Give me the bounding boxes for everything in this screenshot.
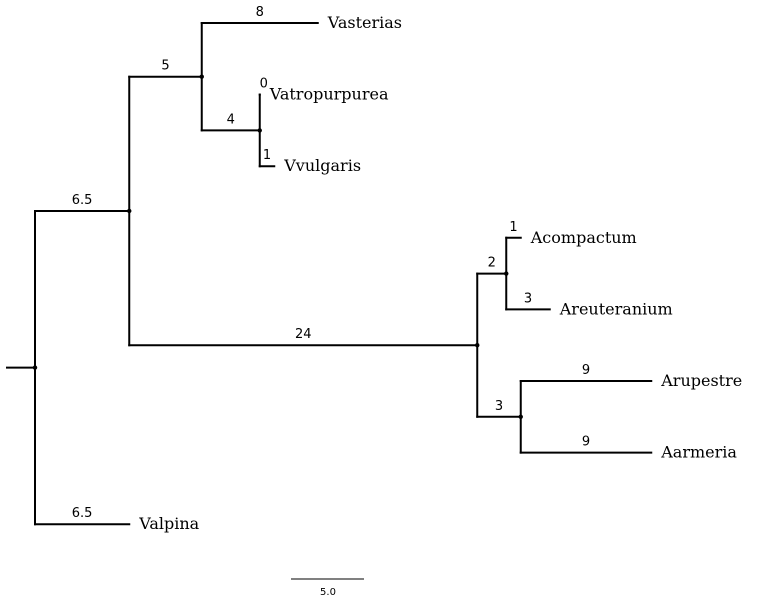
valpina-branch-length: 6.5 [72,506,93,521]
vvulgaris-branch-length: 1 [263,148,271,163]
branch-length-labels: 6.5 5 8 4 0 1 24 2 1 3 3 9 9 6.5 [72,5,590,521]
clade-v1-node [199,74,204,79]
scale-bar: 5.0 [291,578,364,598]
clade-v-branch-length: 6.5 [72,193,93,208]
clade-a2-branch-length: 3 [495,399,503,414]
aarmeria-branch-length: 9 [582,435,590,450]
acompactum-branch-length: 1 [509,220,517,235]
clade-v2-branch-length: 4 [227,112,235,127]
leaf-label-vasterias: Vasterias [327,13,402,32]
leaf-label-areuteranium: Areuteranium [559,299,673,318]
clade-a-branch-length: 24 [295,327,312,342]
vatropurpurea-branch-length: 0 [260,77,268,92]
clade-a-node [475,343,480,348]
clade-a1-branch-length: 2 [488,256,496,271]
leaf-label-acompactum: Acompactum [530,228,637,247]
leaf-label-vvulgaris: Vvulgaris [283,156,361,175]
scale-bar-label: 5.0 [320,587,336,598]
clade-a1-node [504,271,509,276]
areuteranium-branch-length: 3 [524,291,532,306]
leaf-label-valpina: Valpina [138,514,199,533]
leaf-label-arupestre: Arupestre [660,371,742,390]
vasterias-branch-length: 8 [256,5,264,20]
arupestre-branch-length: 9 [582,363,590,378]
clade-a2-node [518,414,523,419]
leaf-labels: Vasterias Vatropurpurea Vvulgaris Acompactu… [138,13,742,533]
leaf-label-aarmeria: Aarmeria [660,443,737,462]
root-node [32,365,38,370]
clade-v-node [127,208,132,214]
clade-v1-branch-length: 5 [161,59,169,74]
leaf-label-vatropurpurea: Vatropurpurea [269,85,389,104]
clade-v2-node [257,128,262,133]
tree-nodes [32,74,523,419]
